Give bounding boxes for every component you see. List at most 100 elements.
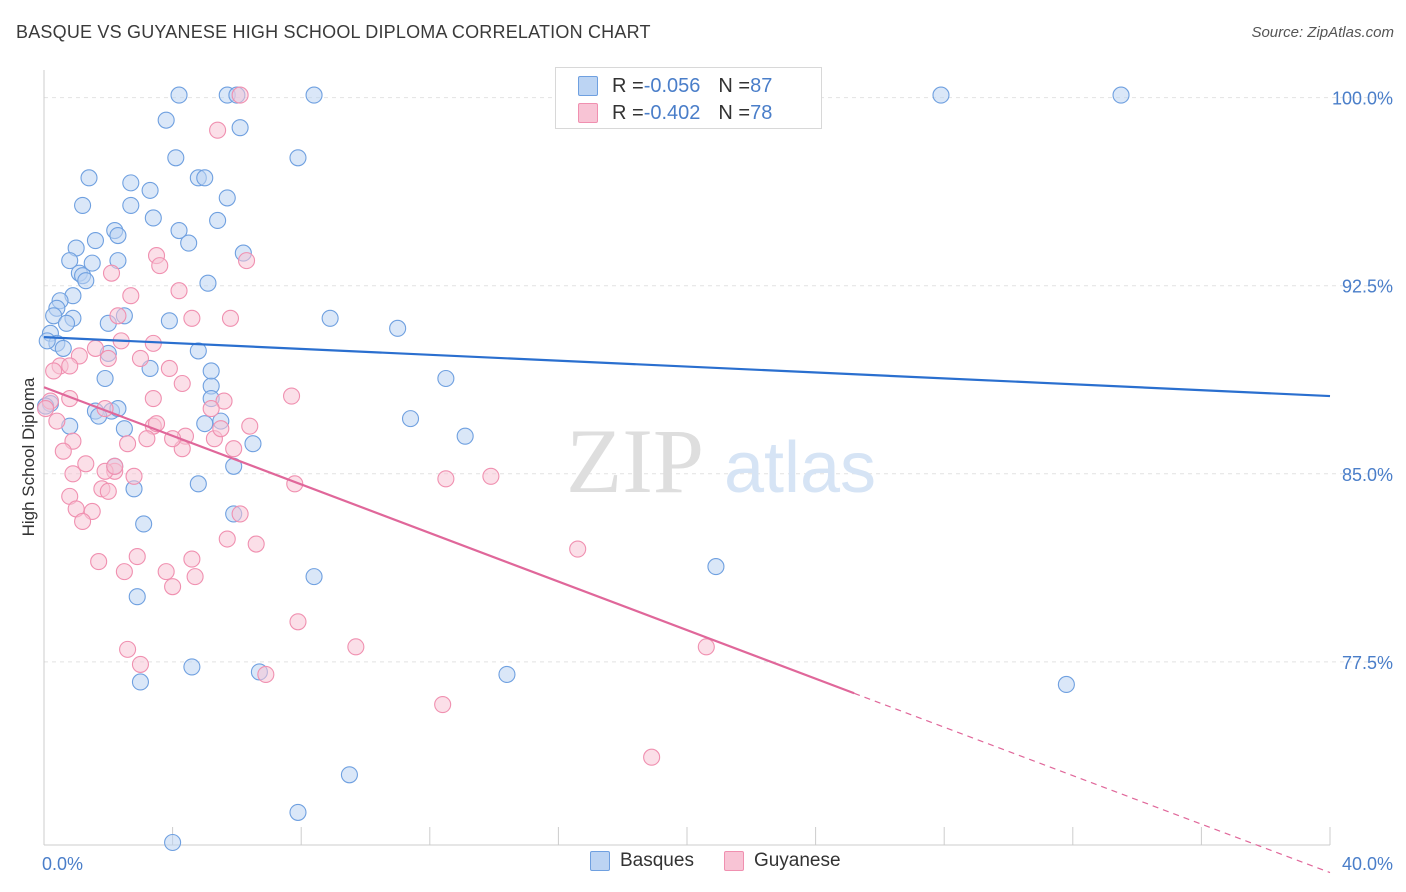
basques-point <box>456 427 474 445</box>
guyanese-point <box>131 349 149 367</box>
legend-n-value-basques: 87 <box>750 74 773 97</box>
y-tick-label: 100.0% <box>1332 89 1393 109</box>
basques-point <box>38 332 56 350</box>
guyanese-point <box>434 695 452 714</box>
guyanese-point <box>64 465 82 483</box>
guyanese-point <box>164 578 182 596</box>
legend-n-label: N = <box>718 101 751 124</box>
basques-point <box>199 274 217 292</box>
guyanese-point <box>283 387 301 405</box>
basques-point <box>209 211 227 230</box>
y-tick-label: 77.5% <box>1342 653 1393 673</box>
basques-point <box>45 307 63 325</box>
guyanese-point <box>54 442 72 460</box>
legend-n-label: N = <box>718 74 751 97</box>
axis-labels: 100.0% 92.5% 85.0% 77.5% 0.0% 40.0% High Schoo… <box>19 89 1393 874</box>
guyanese-point <box>202 400 220 418</box>
correlation-legend: R = -0.056 N = 87 R = -0.402 N = 78 <box>555 67 822 129</box>
guyanese-point <box>186 568 204 586</box>
guyanese-point <box>215 392 233 410</box>
basques-point <box>160 312 178 330</box>
guyanese-point <box>231 86 249 104</box>
basques-point <box>244 435 262 453</box>
watermark-zip: ZIP <box>566 410 704 512</box>
basques-point <box>80 169 98 187</box>
guyanese-point <box>125 467 143 485</box>
x-tick-label-min: 0.0% <box>42 854 83 874</box>
watermark-atlas: atlas <box>724 428 876 508</box>
legend-r-value-basques: -0.056 <box>643 74 701 97</box>
basques-point <box>57 314 76 332</box>
basques-point <box>289 803 307 821</box>
y-tick-label: 92.5% <box>1342 277 1393 297</box>
basques-point <box>164 833 182 852</box>
guyanese-point <box>61 357 79 375</box>
series-legend: Basques Guyanese <box>590 850 871 872</box>
legend-row-guyanese: R = -0.402 N = 78 <box>578 100 772 126</box>
guyanese-point <box>347 638 365 656</box>
guyanese-point <box>241 417 259 435</box>
guyanese-point <box>128 548 146 566</box>
legend-swatch-basques <box>578 76 598 96</box>
basques-point <box>305 86 323 104</box>
guyanese-point <box>144 390 162 408</box>
y-axis-title: High School Diploma <box>19 377 38 536</box>
chart-source: Source: ZipAtlas.com <box>1251 24 1394 41</box>
basques-point <box>131 673 149 691</box>
basques-point <box>115 420 133 438</box>
basques-point <box>122 196 140 214</box>
x-tick-label-max: 40.0% <box>1342 854 1393 874</box>
guyanese-point <box>99 349 117 367</box>
guyanese-point <box>74 512 92 531</box>
basques-point <box>86 232 104 250</box>
chart-title: BASQUE VS GUYANESE HIGH SCHOOL DIPLOMA C… <box>16 22 651 42</box>
basques-point <box>141 181 159 199</box>
series-label-basques: Basques <box>620 850 694 871</box>
guyanese-point <box>437 470 455 488</box>
guyanese-point <box>115 563 133 581</box>
y-tick-label: 85.0% <box>1342 465 1393 485</box>
basques-point <box>122 174 140 192</box>
guyanese-point <box>45 362 63 380</box>
guyanese-point <box>48 412 66 430</box>
guyanese-point <box>209 121 227 139</box>
basques-point <box>401 410 420 428</box>
guyanese-point <box>157 563 175 581</box>
basques-point <box>61 252 79 270</box>
series-legend-guyanese[interactable]: Guyanese <box>723 850 841 872</box>
basques-point <box>96 369 114 388</box>
legend-r-label: R = <box>612 101 644 124</box>
guyanese-point <box>231 505 249 523</box>
basques-point <box>157 111 175 129</box>
guyanese-point <box>37 400 55 418</box>
legend-n-value-guyanese: 78 <box>750 101 773 124</box>
guyanese-point <box>77 455 95 473</box>
guyanese-point <box>160 359 178 378</box>
basques-point <box>167 149 185 167</box>
basques-point <box>437 369 455 388</box>
series-label-guyanese: Guyanese <box>753 850 841 871</box>
guyanese-point <box>173 374 191 393</box>
basques-point <box>305 568 323 586</box>
guyanese-point <box>90 553 108 571</box>
grid-lines <box>44 97 1390 663</box>
legend-r-value-guyanese: -0.402 <box>643 101 701 124</box>
guyanese-point <box>482 467 500 485</box>
basques-point <box>707 558 725 576</box>
basques-point <box>1057 675 1075 694</box>
basques-trend-line <box>43 336 1331 398</box>
series-legend-basques[interactable]: Basques <box>590 850 694 872</box>
basques-point <box>289 149 307 167</box>
guyanese-point <box>122 287 140 305</box>
basques-point <box>77 272 95 290</box>
trend-lines <box>43 336 1331 874</box>
guyanese-point <box>221 309 240 327</box>
basques-point <box>196 169 214 187</box>
guyanese-point <box>109 307 127 325</box>
basques-point <box>180 234 198 252</box>
guyanese-point <box>697 638 715 656</box>
axes <box>43 70 1331 846</box>
guyanese-point <box>643 748 661 766</box>
guyanese-trend-extension <box>853 692 1331 874</box>
basques-point <box>135 515 153 533</box>
